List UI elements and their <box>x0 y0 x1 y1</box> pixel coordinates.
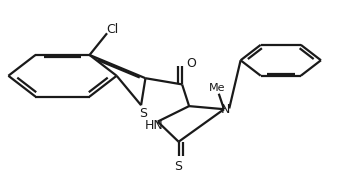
Text: Cl: Cl <box>106 23 118 36</box>
Text: N: N <box>221 103 231 116</box>
Text: O: O <box>186 57 196 70</box>
Text: HN: HN <box>145 119 164 132</box>
Text: S: S <box>139 107 147 120</box>
Text: S: S <box>175 160 183 173</box>
Text: Me: Me <box>209 83 225 93</box>
